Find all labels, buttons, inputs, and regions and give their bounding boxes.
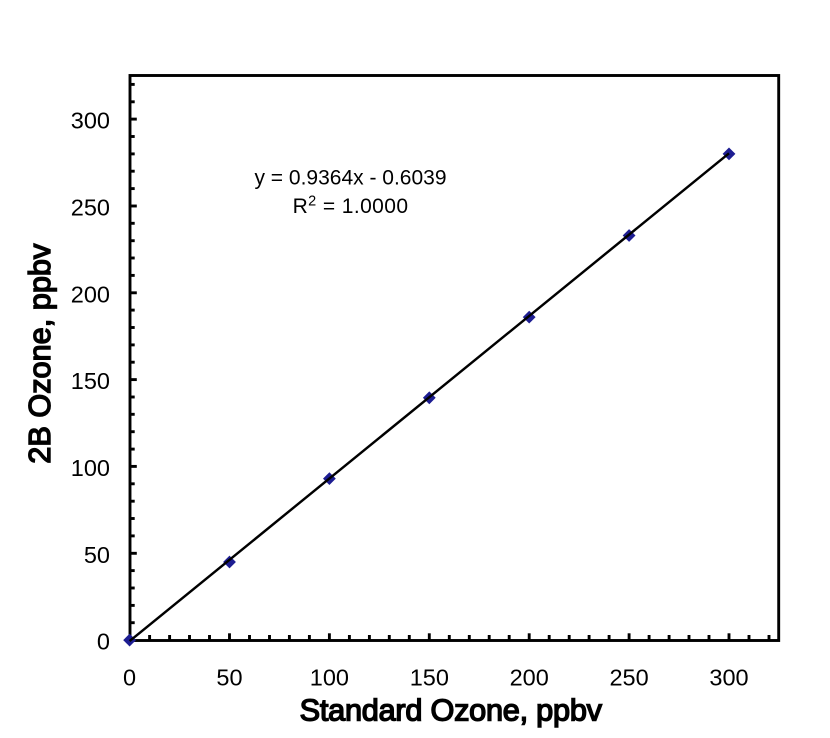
svg-text:0: 0 (97, 629, 110, 655)
svg-text:300: 300 (71, 108, 110, 134)
svg-text:150: 150 (71, 368, 110, 394)
svg-text:2B Ozone, ppbv: 2B Ozone, ppbv (22, 243, 57, 464)
svg-text:150: 150 (410, 664, 449, 690)
svg-text:0: 0 (123, 664, 136, 690)
svg-text:250: 250 (609, 664, 648, 690)
svg-text:200: 200 (71, 281, 110, 307)
svg-text:50: 50 (84, 542, 110, 568)
svg-text:200: 200 (510, 664, 549, 690)
svg-text:100: 100 (71, 455, 110, 481)
svg-text:y = 0.9364x - 0.6039: y = 0.9364x - 0.6039 (254, 166, 446, 189)
svg-text:R2 = 1.0000: R2 = 1.0000 (293, 194, 409, 218)
svg-text:50: 50 (216, 664, 242, 690)
svg-text:Standard Ozone, ppbv: Standard Ozone, ppbv (300, 692, 603, 727)
svg-text:250: 250 (71, 195, 110, 221)
svg-text:100: 100 (310, 664, 349, 690)
svg-text:300: 300 (709, 664, 748, 690)
